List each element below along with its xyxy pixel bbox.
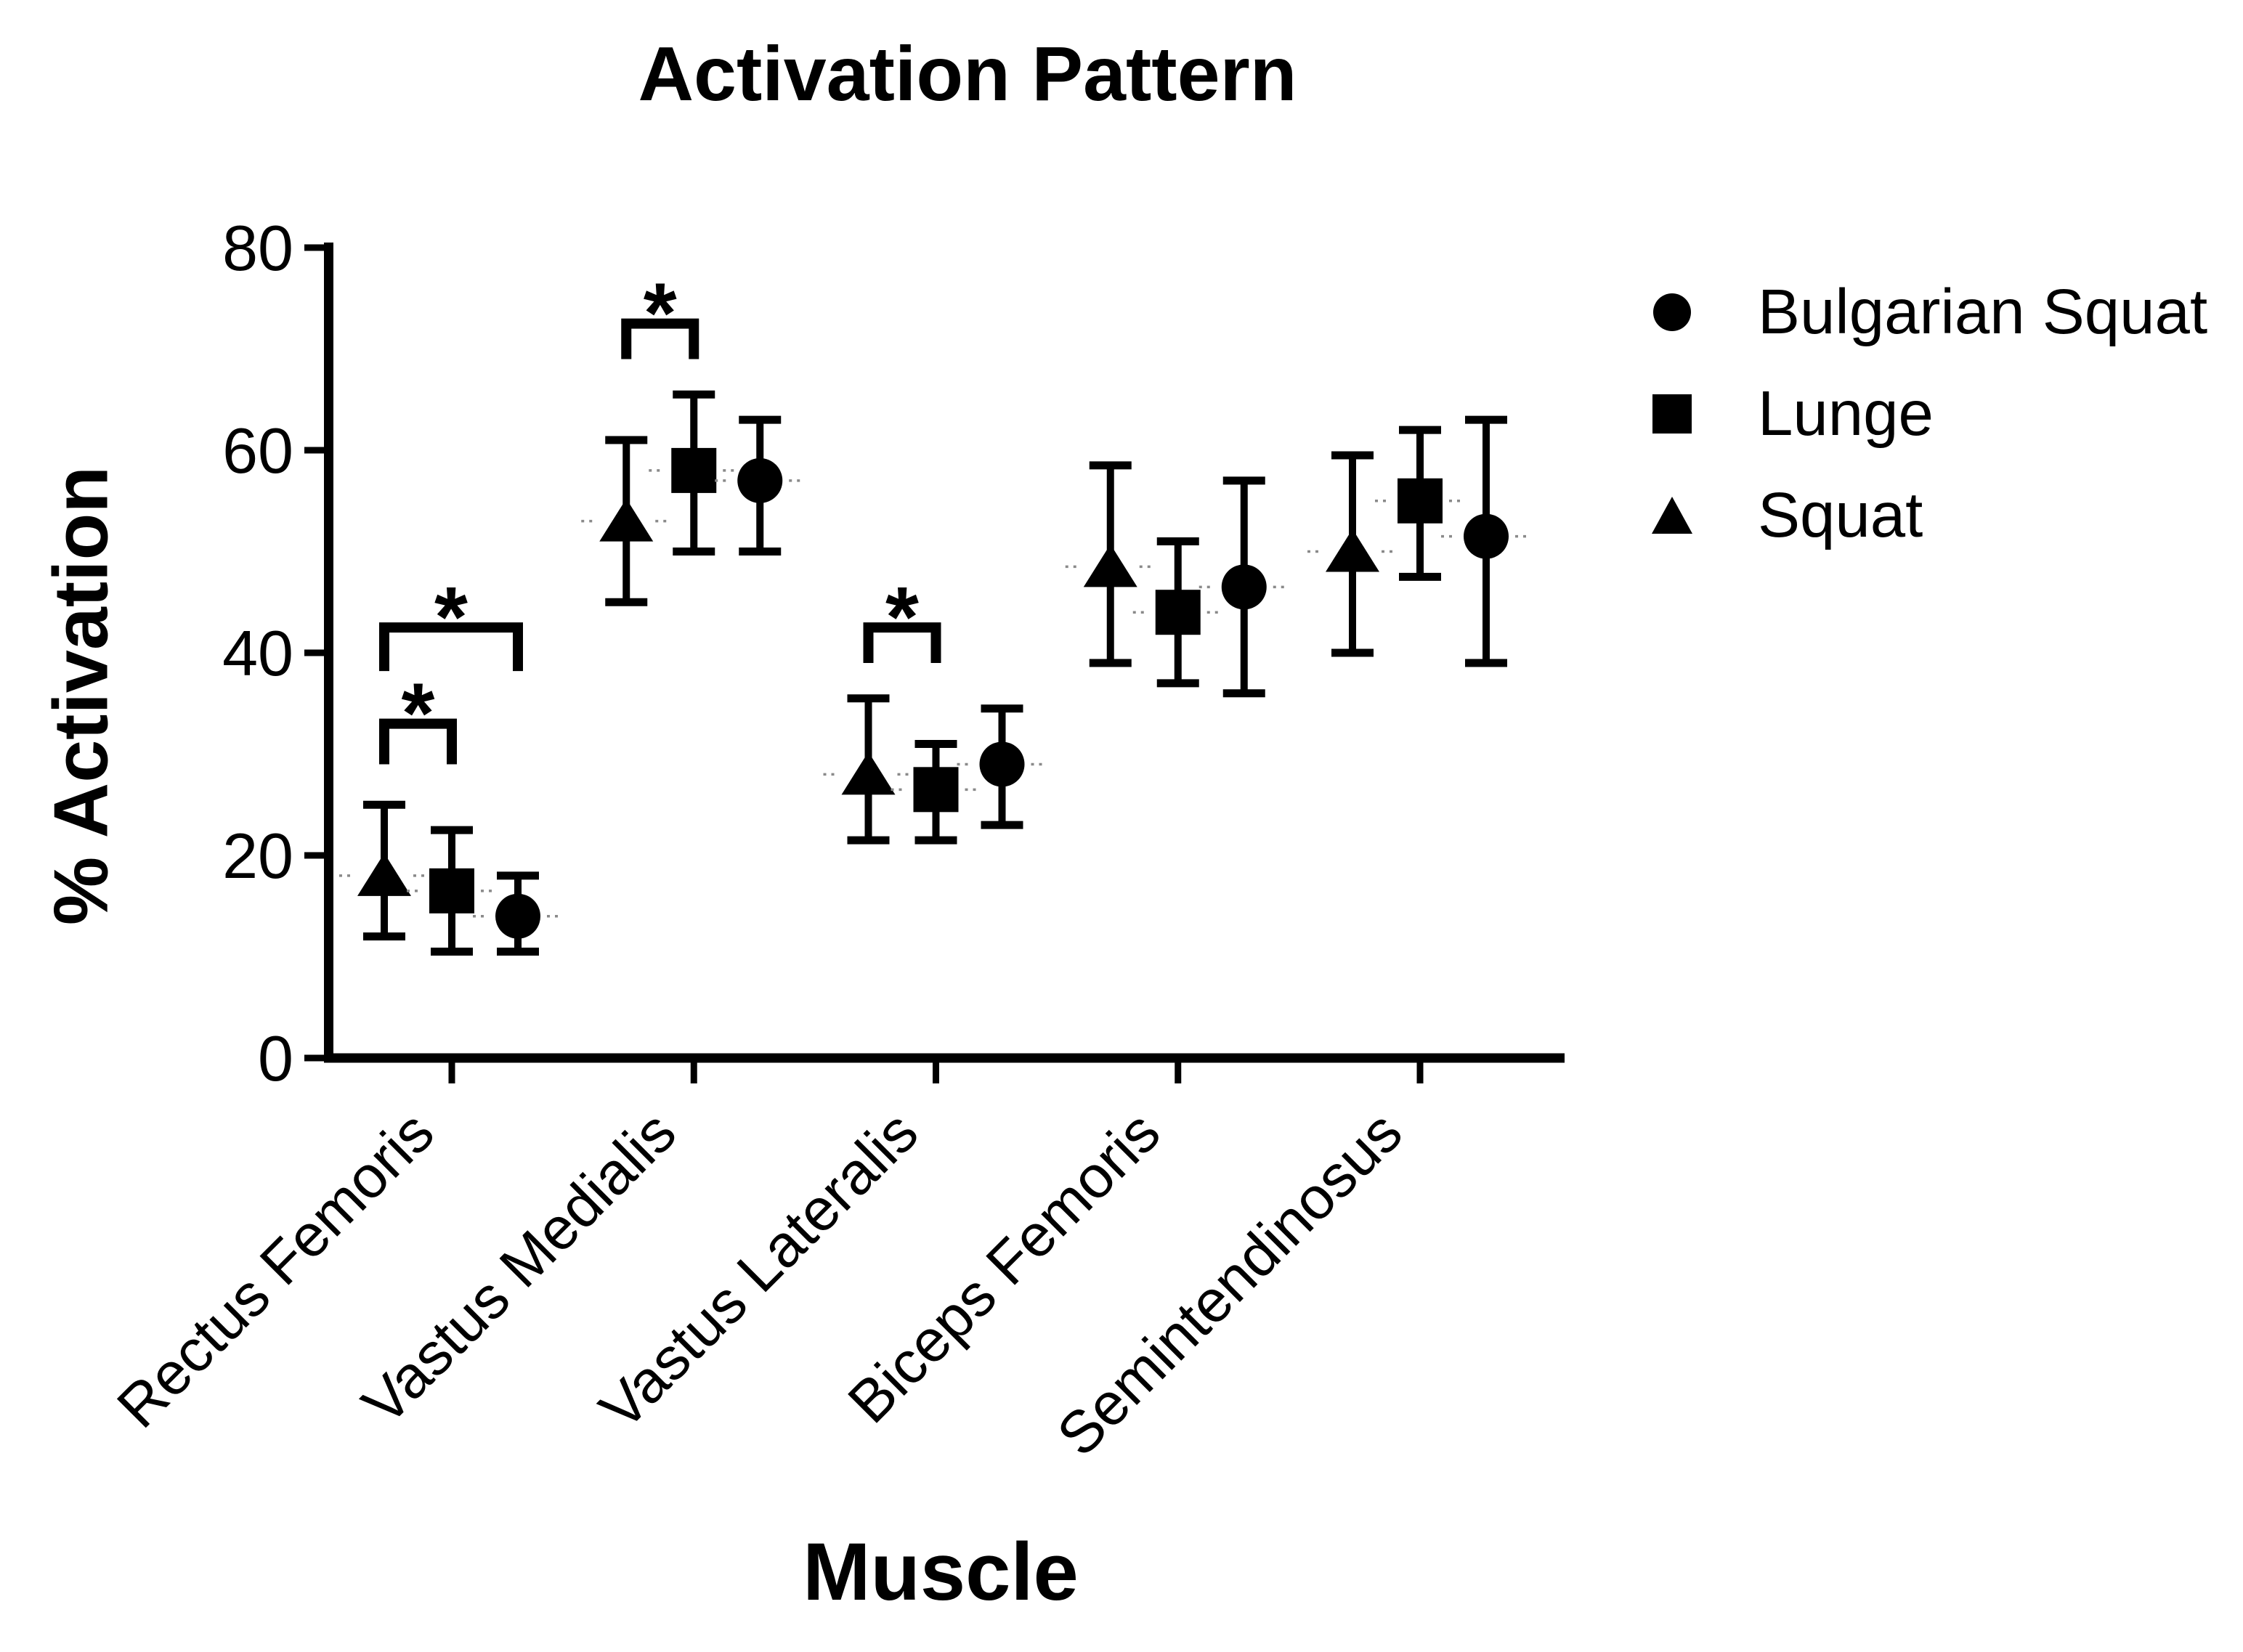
legend-label-bulgarian-squat: Bulgarian Squat (1758, 277, 2208, 347)
sig-asterisk-2: * (434, 569, 468, 665)
marker-lunge-vastus-medialis (671, 447, 717, 493)
marker-bulgarian-squat-vastus-medialis (737, 457, 783, 503)
marker-bulgarian-squat-vastus-lateralis (979, 741, 1025, 787)
sig-bracket-4 (863, 622, 941, 663)
sig-asterisk-1: * (402, 666, 435, 762)
marker-squat-vastus-medialis (599, 498, 654, 542)
marker-lunge-vastus-lateralis (913, 767, 959, 813)
triangle-marker-glyph (1652, 497, 1692, 534)
marker-lunge-biceps-femoris (1155, 590, 1201, 635)
marker-lunge-semintendinosus (1398, 478, 1443, 524)
marker-squat-biceps-femoris (1083, 544, 1137, 587)
square-marker-glyph (1652, 394, 1692, 434)
legend-item-bulgarian-squat: Bulgarian Squat (1647, 277, 2207, 347)
marker-bulgarian-squat-semintendinosus (1464, 513, 1509, 559)
marker-bulgarian-squat-rectus-femoris (495, 893, 540, 939)
chart-title: Activation Pattern (638, 31, 1297, 117)
marker-lunge-rectus-femoris (429, 868, 474, 914)
sig-bracket-2 (379, 622, 523, 672)
y-tick-label-60: 60 (222, 415, 293, 487)
sig-asterisk-3: * (644, 266, 677, 362)
legend: Bulgarian Squat Lunge Squat (1647, 277, 2207, 550)
legend-label-squat: Squat (1758, 480, 1923, 550)
legend-circle-icon (1653, 293, 1691, 331)
legend-item-lunge: Lunge (1647, 378, 2207, 449)
sig-bracket-3 (621, 318, 699, 359)
y-tick-label-80: 80 (222, 212, 293, 284)
marker-bulgarian-squat-biceps-femoris (1221, 564, 1267, 610)
sig-bracket-1 (379, 718, 457, 765)
x-axis-title: Muscle (803, 1526, 1079, 1617)
legend-item-squat: Squat (1647, 480, 2207, 550)
y-axis-title: % Activation (38, 465, 124, 926)
circle-marker-glyph (1653, 293, 1691, 331)
legend-square-icon (1652, 394, 1692, 434)
marker-squat-rectus-femoris (357, 853, 411, 896)
legend-triangle-icon (1652, 497, 1692, 534)
legend-label-lunge: Lunge (1758, 378, 1934, 449)
y-tick-label-40: 40 (222, 617, 293, 689)
y-tick-label-20: 20 (222, 820, 293, 892)
marker-squat-vastus-lateralis (841, 752, 896, 795)
y-tick-label-0: 0 (258, 1022, 293, 1094)
sig-asterisk-4: * (885, 569, 919, 665)
marker-squat-semintendinosus (1326, 529, 1379, 572)
